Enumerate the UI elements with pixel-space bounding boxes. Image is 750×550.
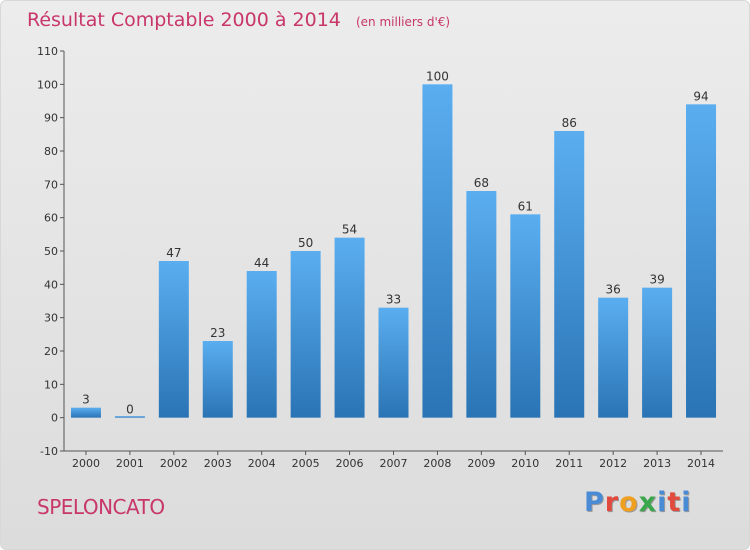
x-tick-label: 2010: [511, 457, 539, 470]
bar: [70, 407, 101, 418]
x-tick-label: 2013: [643, 457, 671, 470]
y-tick-label: 10: [44, 378, 58, 391]
bar-value-label: 3: [82, 393, 90, 407]
bar-value-label: 47: [166, 246, 181, 260]
bar-value-label: 23: [210, 326, 225, 340]
bar-value-label: 68: [474, 176, 489, 190]
bar: [554, 131, 585, 418]
bar-value-label: 50: [298, 236, 313, 250]
y-tick-label: -10: [40, 445, 58, 458]
bar: [290, 251, 321, 418]
x-tick-label: 2003: [204, 457, 232, 470]
y-tick-label: 50: [44, 245, 58, 258]
x-tick-label: 2004: [248, 457, 276, 470]
bar: [158, 261, 189, 418]
x-tick-label: 2005: [292, 457, 320, 470]
y-tick-label: 110: [37, 45, 58, 58]
bar: [422, 84, 453, 418]
x-tick-label: 2011: [555, 457, 583, 470]
bar: [334, 237, 365, 418]
y-tick-label: 0: [51, 412, 58, 425]
y-tick-label: 90: [44, 112, 58, 125]
bar: [686, 104, 717, 418]
x-tick-label: 2008: [423, 457, 451, 470]
x-tick-label: 2006: [336, 457, 364, 470]
bar-value-label: 39: [649, 273, 664, 287]
x-tick-label: 2014: [687, 457, 715, 470]
bar: [642, 287, 673, 418]
y-tick-label: 20: [44, 345, 58, 358]
bar-value-label: 0: [126, 403, 134, 417]
x-tick-label: 2002: [160, 457, 188, 470]
bar-value-label: 54: [342, 223, 357, 237]
bar-value-label: 94: [693, 89, 708, 103]
title-row: Résultat Comptable 2000 à 2014 (en milli…: [27, 9, 450, 31]
x-tick-label: 2009: [467, 457, 495, 470]
x-tick-label: 2001: [116, 457, 144, 470]
bar: [202, 341, 233, 418]
y-tick-label: 100: [37, 78, 58, 91]
bar-value-label: 61: [518, 199, 533, 213]
y-tick-label: 70: [44, 178, 58, 191]
chart-title: Résultat Comptable 2000 à 2014: [27, 9, 341, 31]
y-tick-label: 30: [44, 312, 58, 325]
proxiti-logo[interactable]: Proxiti: [584, 487, 692, 518]
bar-value-label: 44: [254, 256, 269, 270]
y-tick-label: 60: [44, 212, 58, 225]
commune-name: SPELONCATO: [37, 495, 165, 519]
y-tick-label: 40: [44, 278, 58, 291]
bar: [114, 416, 145, 418]
bar: [510, 214, 541, 418]
bar: [466, 191, 497, 418]
y-tick-label: 80: [44, 145, 58, 158]
chart-subtitle: (en milliers d'€): [355, 15, 451, 29]
bar-value-label: 100: [426, 69, 449, 83]
x-tick-label: 2012: [599, 457, 627, 470]
bar-value-label: 33: [386, 293, 401, 307]
bar: [378, 307, 409, 418]
x-tick-label: 2000: [72, 457, 100, 470]
bar-value-label: 86: [562, 116, 577, 130]
bar-value-label: 36: [606, 283, 621, 297]
bar: [598, 297, 629, 418]
x-tick-label: 2007: [380, 457, 408, 470]
bar: [246, 271, 277, 418]
